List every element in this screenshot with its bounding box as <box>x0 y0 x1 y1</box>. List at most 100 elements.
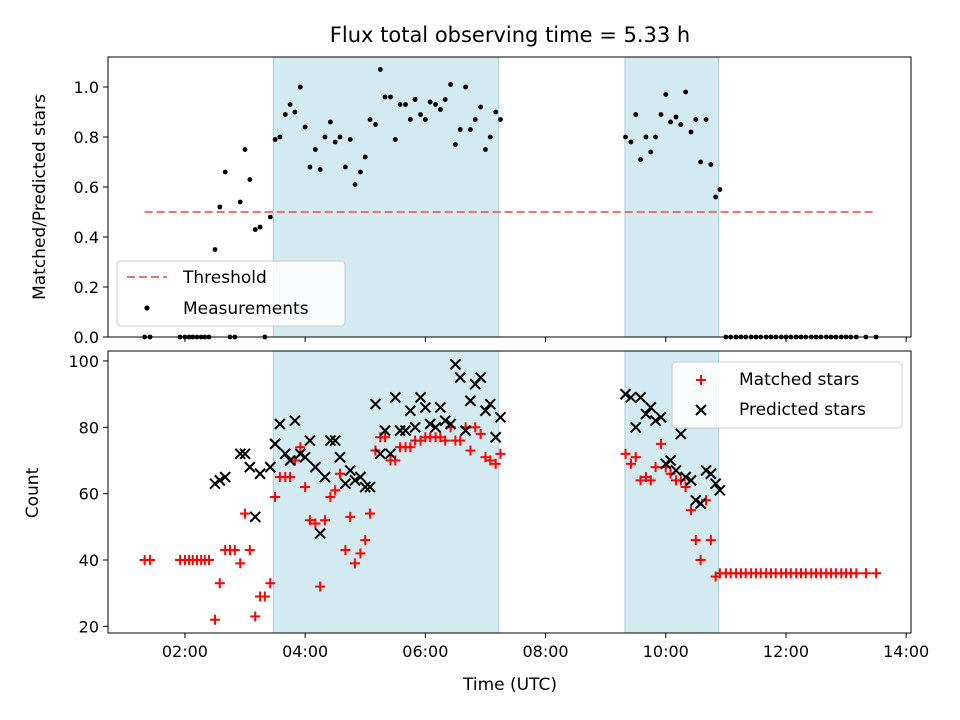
matched-star-point <box>485 455 496 466</box>
matched-star-point <box>470 422 481 433</box>
measurement-point <box>683 89 689 95</box>
cross-marker-b <box>399 424 412 437</box>
cross-marker-b <box>379 424 391 437</box>
predicted-star-point <box>319 471 331 483</box>
predicted-star-point <box>434 401 447 414</box>
predicted-star-point <box>344 464 356 477</box>
matched-star-point <box>209 614 220 625</box>
measurement-point <box>678 122 684 127</box>
predicted-star-point <box>449 358 462 370</box>
matched-star-point <box>315 581 326 592</box>
measurement-point <box>343 164 348 170</box>
x-tick-label: 10:00 <box>643 642 689 661</box>
measurement-point <box>427 99 433 105</box>
measurement-point <box>668 119 673 125</box>
measurement-point <box>658 112 664 117</box>
predicted-star-point <box>675 428 687 440</box>
measurement-point <box>237 199 243 205</box>
predicted-star-point <box>419 401 432 414</box>
measurement-point <box>252 227 258 232</box>
cross-marker-b <box>700 464 712 477</box>
matched-star-point <box>240 508 251 519</box>
matched-star-point <box>851 568 862 579</box>
predicted-star-point <box>630 421 642 434</box>
measurement-point <box>397 102 403 107</box>
cross-marker-b <box>374 448 386 460</box>
cross-marker-b <box>705 468 717 480</box>
matched-star-point <box>250 611 261 622</box>
matched-star-point <box>686 505 697 516</box>
y-tick-label: 60 <box>79 485 99 504</box>
cross-marker-b <box>359 481 371 493</box>
y-tick-label: 40 <box>79 551 99 570</box>
predicted-stars-legend-label: Predicted stars <box>739 400 866 420</box>
matched-star-point <box>871 568 882 579</box>
cross-marker-b <box>264 461 276 473</box>
cross-marker-b <box>645 401 657 414</box>
matched-star-point <box>440 435 451 446</box>
bottom-y-ticks: 20 40 60 80 100 <box>68 352 108 636</box>
matched-star-point <box>680 482 691 493</box>
cross-marker-b <box>314 527 326 540</box>
cross-marker-b <box>714 484 726 497</box>
cross-marker-b <box>304 434 316 447</box>
cross-marker-b <box>389 391 402 404</box>
measurement-point <box>358 169 363 175</box>
measurement-point <box>418 112 423 117</box>
measurement-point <box>272 137 278 142</box>
cross-marker-b <box>424 418 436 430</box>
cross-marker-b <box>709 477 722 490</box>
matched-star-point <box>300 482 311 493</box>
measurement-point <box>377 67 383 72</box>
matched-star-point <box>350 558 361 569</box>
cross-marker-b <box>649 414 662 427</box>
cross-marker-b <box>329 434 341 447</box>
predicted-star-point <box>219 471 231 483</box>
cross-marker-b <box>209 477 221 490</box>
predicted-star-point <box>234 448 246 460</box>
matched-star-point <box>270 491 281 502</box>
measurement-point <box>478 104 484 110</box>
matched-star-point <box>690 535 701 546</box>
measurement-point <box>663 92 669 97</box>
matched-star-point <box>340 545 351 556</box>
predicted-star-point <box>249 511 261 523</box>
predicted-star-point <box>660 458 672 470</box>
predicted-star-point <box>429 421 442 434</box>
bottom-legend-box <box>671 361 903 429</box>
predicted-star-point <box>314 527 326 540</box>
matched-star-point <box>330 485 341 496</box>
matched-star-point <box>490 458 501 469</box>
predicted-star-point <box>474 371 487 384</box>
predicted-star-point <box>649 414 662 427</box>
measurement-point <box>638 157 643 162</box>
predicted-star-point <box>459 424 472 437</box>
predicted-star-point <box>379 424 391 437</box>
matched-star-point <box>360 535 371 546</box>
cross-marker-b <box>339 477 352 490</box>
measurement-point <box>653 134 658 140</box>
top-y-ticks: 0.0 0.2 0.4 0.6 0.8 1.0 <box>74 78 108 347</box>
x-tick-label: 12:00 <box>763 642 809 661</box>
cross-marker-b <box>214 474 226 487</box>
cross-marker-b <box>489 431 502 443</box>
predicted-star-point <box>439 414 451 427</box>
cross-marker-b <box>279 448 292 460</box>
predicted-star-point <box>679 471 692 483</box>
measurement-point <box>457 127 463 132</box>
cross-marker-b <box>294 448 307 460</box>
cross-marker-b <box>249 511 261 523</box>
measurement-point <box>433 102 438 107</box>
measurement-point <box>688 129 694 135</box>
predicted-star-point <box>284 454 296 467</box>
predicted-star-point <box>700 464 712 477</box>
predicted-star-point <box>289 414 301 427</box>
measurement-point <box>312 147 318 152</box>
y-tick-label: 0.4 <box>74 228 99 247</box>
matched-predicted-ratio-panel: 0.0 0.2 0.4 0.6 0.8 1.0 Matched/Predicted sta… <box>30 56 912 347</box>
top-panel-title: Flux total observing time = 5.33 h <box>330 23 690 47</box>
predicted-star-point <box>625 391 637 404</box>
cross-marker-b <box>619 388 632 400</box>
x-tick-label: 02:00 <box>162 642 208 661</box>
measurement-point <box>217 204 223 210</box>
